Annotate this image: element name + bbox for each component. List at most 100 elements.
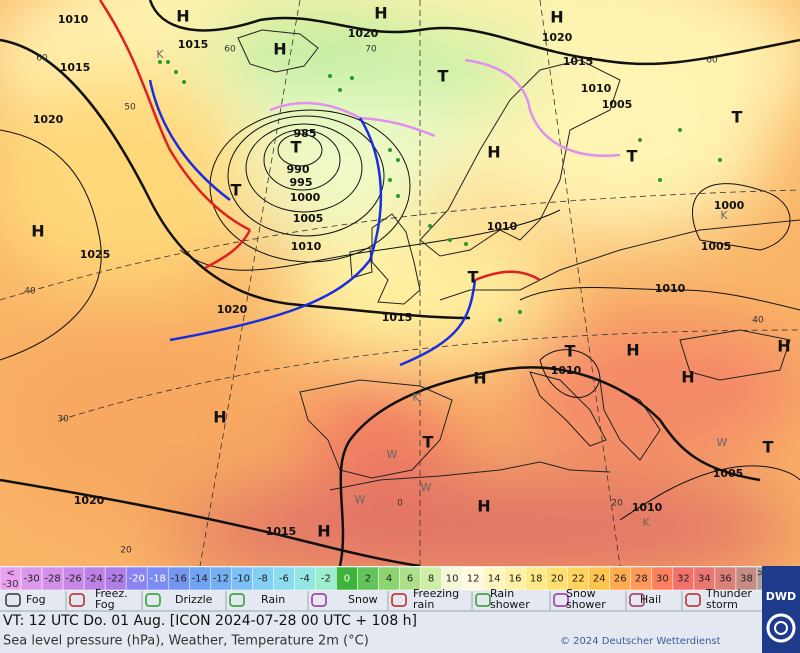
isotherm-label: 0 <box>397 499 403 509</box>
legend-icon <box>629 593 645 607</box>
scale-label: -10 <box>234 574 250 585</box>
scale-label: 8 <box>428 574 434 585</box>
scale-label: 30 <box>656 574 669 585</box>
isotherm-label: 70 <box>365 45 377 55</box>
scale-label: 2 <box>365 574 371 585</box>
scale-label: 16 <box>509 574 522 585</box>
legend-icon <box>685 593 701 607</box>
scale-label: -14 <box>192 574 208 585</box>
weather-mark: W <box>717 436 728 449</box>
isobar-label: 1015 <box>563 55 594 68</box>
coastlines <box>237 29 800 491</box>
scale-label: 6 <box>407 574 413 585</box>
isobar-label: 1005 <box>602 98 633 111</box>
isobar-label: 1000 <box>290 191 321 204</box>
copyright: © 2024 Deutscher Wetterdienst <box>560 636 721 647</box>
temperature-scale: <-30 -30 -28 -26 -24 -22 -20 -18 -16 -14 -12 -10 -8-… <box>0 566 779 591</box>
isotherm-label: 50 <box>124 103 136 113</box>
isotherm-label: 60 <box>224 45 236 55</box>
scale-label: 34 <box>698 574 711 585</box>
logo-box <box>762 566 800 653</box>
pressure-center: T <box>423 433 434 452</box>
logo-swirl <box>766 613 796 643</box>
weather-mark: K <box>412 391 420 404</box>
isobar-label: 1010 <box>551 364 582 377</box>
pressure-center: H <box>626 341 639 360</box>
scale-label: -28 <box>44 574 60 585</box>
isobars <box>0 0 800 566</box>
legend-label: Hail <box>640 593 661 606</box>
weather-mark: W <box>387 448 398 461</box>
pressure-center: T <box>732 108 743 127</box>
pressure-center: T <box>763 438 774 457</box>
logo-text: DWD <box>766 590 796 603</box>
legend-icon <box>229 593 245 607</box>
isobar-label: 1010 <box>58 13 89 26</box>
map-labels: H H H H T T H T T T H T T H H H H H T T H H 1010 1015 1020 1020 10… <box>24 4 790 556</box>
subtitle: Sea level pressure (hPa), Weather, Tempe… <box>3 634 369 649</box>
logo-swirl-inner <box>774 621 788 635</box>
pressure-center: H <box>473 369 486 388</box>
legend-label: Drizzle <box>175 593 213 606</box>
scale-label: -22 <box>107 574 123 585</box>
pressure-center: H <box>487 143 500 162</box>
legend-label: Rain <box>490 587 514 600</box>
isobar-label: 1015 <box>382 311 413 324</box>
scale-label: -2 <box>321 574 331 585</box>
legend-label: shower <box>566 598 606 611</box>
scale-label: -16 <box>171 574 187 585</box>
scale-label: -26 <box>65 574 81 585</box>
pressure-center: H <box>176 7 189 26</box>
legend-icon <box>69 593 85 607</box>
legend-label: Freez. <box>95 587 128 600</box>
scale-label: 36 <box>719 574 732 585</box>
scale-label: -4 <box>300 574 310 585</box>
map: H H H H T T H T T T H T T H H H H H T T H H 1010 1015 1020 1020 10… <box>0 0 800 566</box>
scale-label: 26 <box>614 574 627 585</box>
pressure-center: H <box>273 40 286 59</box>
isotherm-label: 60 <box>706 56 718 66</box>
pressure-center: H <box>477 497 490 516</box>
scale-label: 22 <box>572 574 585 585</box>
legend-icon <box>145 593 161 607</box>
isotherm-label: 30 <box>57 415 69 425</box>
pressure-center: T <box>627 147 638 166</box>
isobar-label: 990 <box>287 163 310 176</box>
legend-label: Fog <box>26 593 46 606</box>
pressure-center: H <box>317 522 330 541</box>
weather-mark: K <box>156 48 164 61</box>
isotherm-label: 40 <box>24 287 36 297</box>
legend-icon <box>391 593 407 607</box>
isobar-label: 1010 <box>581 82 612 95</box>
isotherm-label: 60 <box>36 54 48 64</box>
legend-label: Snow <box>348 593 378 606</box>
isotherm-label: 20 <box>120 546 132 556</box>
legend-icon <box>553 593 569 607</box>
isobar-label: 1020 <box>33 113 64 126</box>
scale-label: -8 <box>258 574 268 585</box>
isobar-label: 985 <box>294 127 317 140</box>
pressure-center: T <box>438 67 449 86</box>
scale-label: 10 <box>446 574 459 585</box>
fronts <box>98 0 621 367</box>
scale-label: 24 <box>593 574 606 585</box>
legend-label: shower <box>490 598 530 611</box>
scale-label: 0 <box>344 574 350 585</box>
scale-label: < <box>6 568 14 579</box>
pressure-center: H <box>374 4 387 23</box>
legend-label: storm <box>706 598 738 611</box>
pressure-center: H <box>550 8 563 27</box>
scale-label: -18 <box>150 574 166 585</box>
legend-label: Fog <box>95 598 115 611</box>
isobar-label: 1005 <box>713 467 744 480</box>
pressure-center: H <box>681 368 694 387</box>
scale-label: -6 <box>279 574 289 585</box>
isobar-label: 1005 <box>701 240 732 253</box>
isobar-label: 1010 <box>291 240 322 253</box>
scale-label: 18 <box>530 574 543 585</box>
isobar-label: 1015 <box>60 61 91 74</box>
pressure-center: T <box>291 138 302 157</box>
pressure-center: H <box>213 408 226 427</box>
isobar-label: 1010 <box>487 220 518 233</box>
